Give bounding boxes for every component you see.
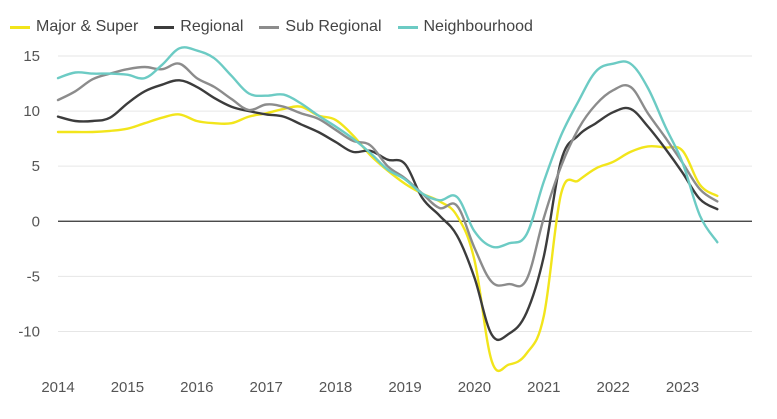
legend-swatch-neighbourhood <box>397 25 418 29</box>
legend-swatch-regional <box>154 25 175 29</box>
x-tick-label: 2016 <box>180 379 213 396</box>
legend-swatch-sub-regional <box>259 25 280 29</box>
legend-label-sub-regional: Sub Regional <box>285 18 382 35</box>
gridlines <box>58 55 752 332</box>
series-line-major-super <box>56 105 719 373</box>
x-tick-label: 2015 <box>111 379 144 396</box>
x-tick-label: 2023 <box>666 379 699 396</box>
x-tick-label: 2020 <box>458 379 491 396</box>
y-tick-label: 5 <box>32 158 40 175</box>
series-line-sub-regional <box>56 62 719 288</box>
legend-item-major-super: Major & Super <box>10 18 138 36</box>
legend-swatch-major-super <box>10 25 30 29</box>
legend-item-regional: Regional <box>154 18 243 36</box>
series-line-neighbourhood <box>56 46 719 249</box>
x-tick-label: 2022 <box>597 379 630 396</box>
chart-legend: Major & Super Regional Sub Regional Neig… <box>10 18 549 36</box>
legend-label-regional: Regional <box>180 18 244 35</box>
x-tick-label: 2014 <box>41 379 74 396</box>
legend-item-neighbourhood: Neighbourhood <box>397 18 533 36</box>
y-tick-label: -10 <box>18 323 40 340</box>
series-line-regional <box>56 79 719 342</box>
x-tick-label: 2019 <box>388 379 421 396</box>
y-tick-label: 15 <box>23 48 40 65</box>
legend-label-major-super: Major & Super <box>36 18 139 35</box>
legend-item-sub-regional: Sub Regional <box>259 18 382 36</box>
y-axis-tick-labels: 15 10 5 0 -5 -10 <box>18 48 40 340</box>
y-tick-label: -5 <box>27 268 40 285</box>
x-tick-label: 2021 <box>527 379 560 396</box>
legend-label-neighbourhood: Neighbourhood <box>423 18 533 35</box>
x-tick-label: 2017 <box>250 379 283 396</box>
y-tick-label: 10 <box>23 103 40 120</box>
series-lines <box>56 46 719 373</box>
y-tick-label: 0 <box>32 213 40 230</box>
x-tick-label: 2018 <box>319 379 352 396</box>
x-axis-tick-labels: 2014 2015 2016 2017 2018 2019 2020 2021 2022 2023 <box>41 379 699 396</box>
